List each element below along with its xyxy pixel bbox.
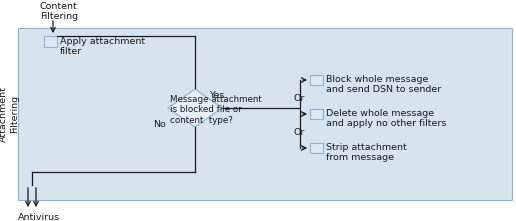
Text: Block whole message
and send DSN to sender: Block whole message and send DSN to send… — [326, 75, 441, 94]
Bar — [310, 75, 323, 85]
Text: Or: Or — [293, 94, 304, 103]
Text: Delete whole message
and apply no other filters: Delete whole message and apply no other … — [326, 109, 446, 128]
Text: Yes: Yes — [209, 91, 224, 100]
Text: Apply attachment
filter: Apply attachment filter — [60, 37, 145, 56]
Polygon shape — [168, 89, 222, 127]
Text: Message attachment
is blocked file or
content  type?: Message attachment is blocked file or co… — [170, 95, 262, 125]
Bar — [44, 36, 57, 47]
Bar — [310, 143, 323, 153]
Text: Or: Or — [293, 128, 304, 137]
Text: Antivirus
Scanning: Antivirus Scanning — [18, 213, 62, 221]
Bar — [18, 28, 512, 200]
Text: Content
Filtering: Content Filtering — [40, 2, 78, 21]
Text: Strip attachment
from message: Strip attachment from message — [326, 143, 407, 162]
Text: No: No — [153, 120, 166, 129]
Text: Attachment
Filtering: Attachment Filtering — [0, 86, 19, 142]
Bar — [310, 109, 323, 119]
